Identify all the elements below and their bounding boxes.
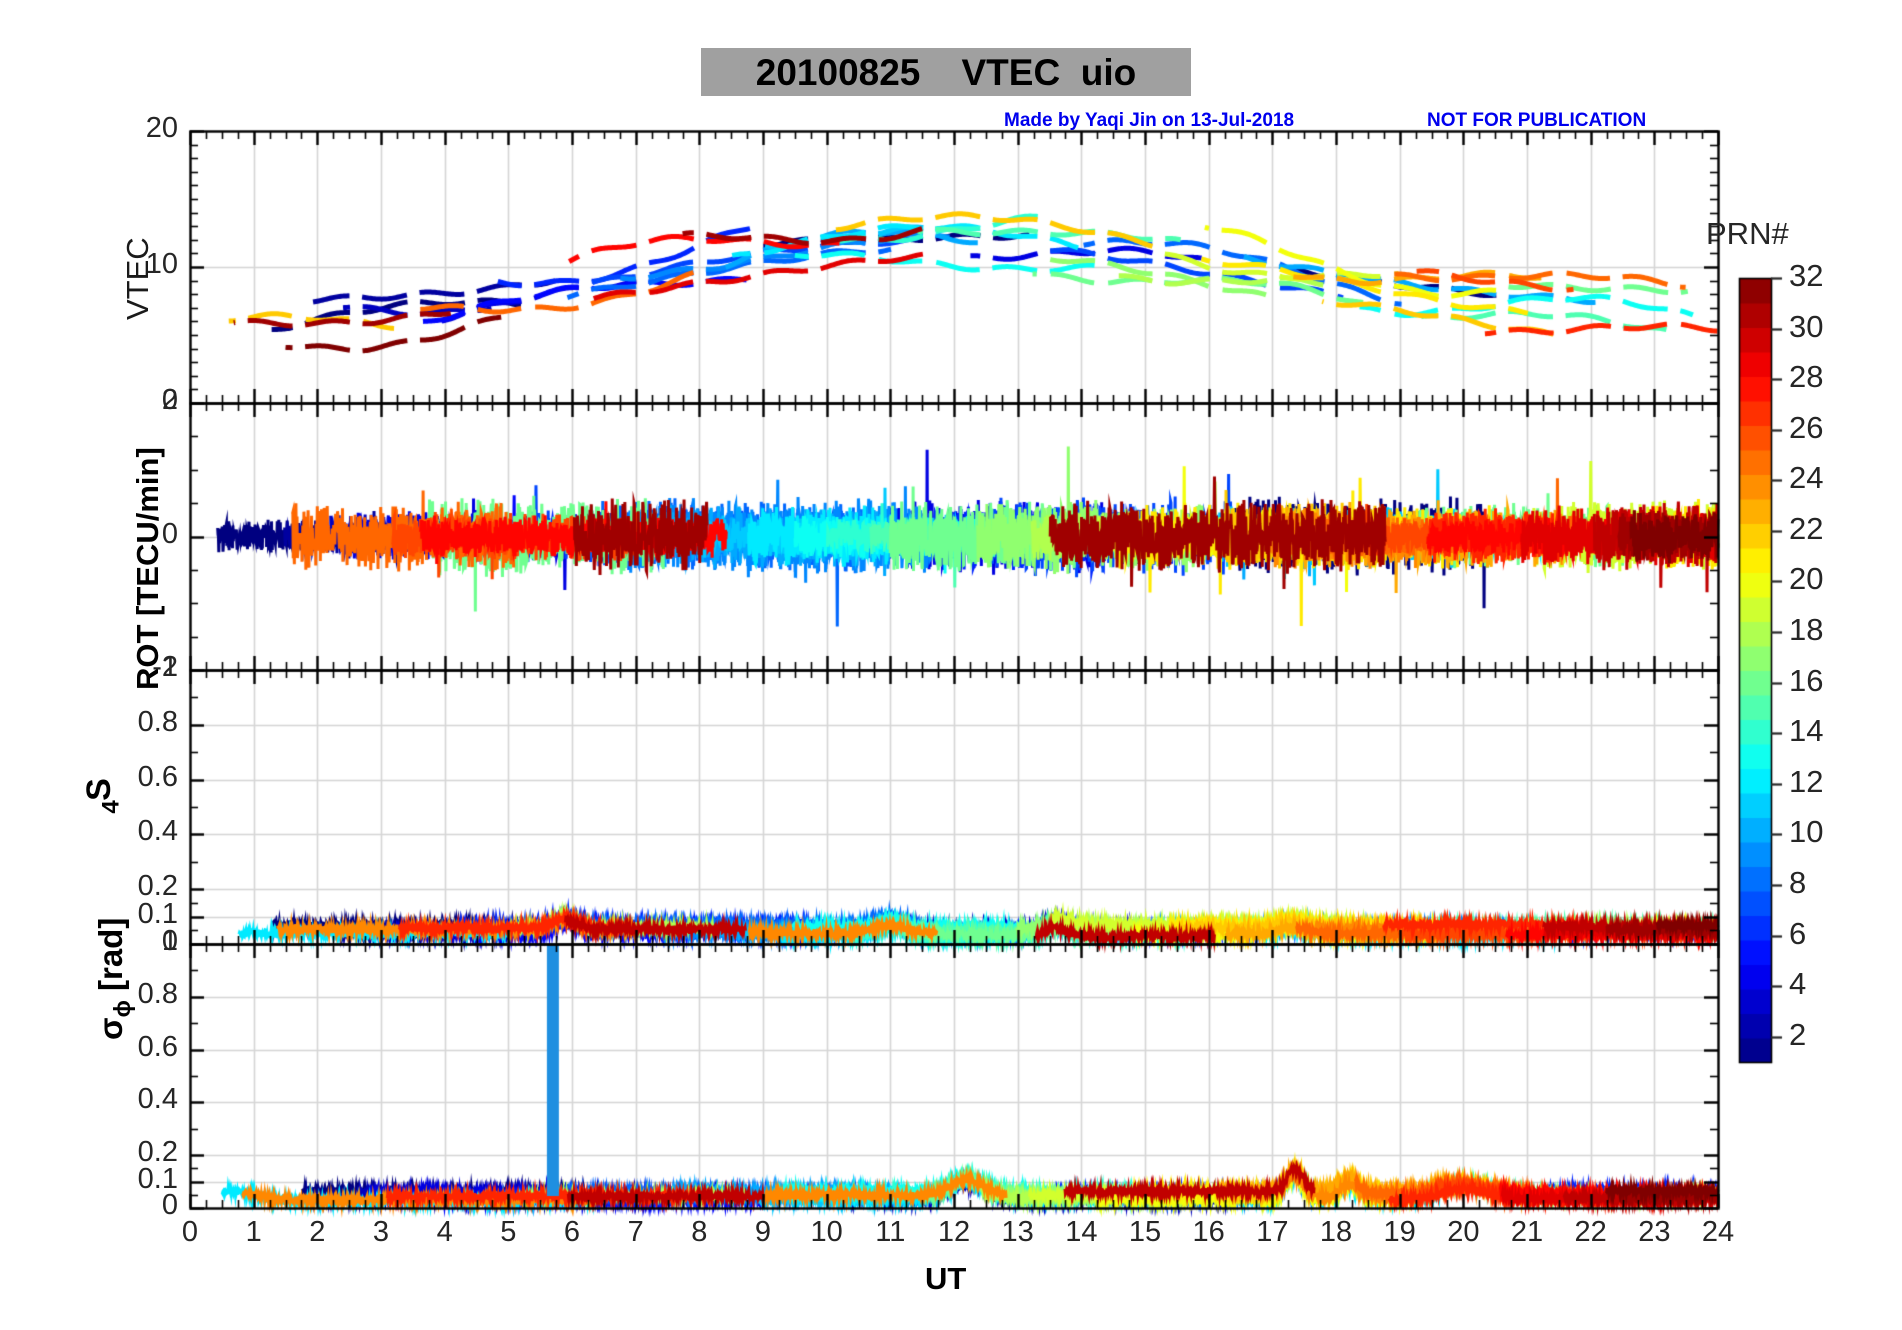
colorbar-tick-8: 8 — [1789, 864, 1807, 900]
ytick-s4-1: 1 — [161, 651, 178, 683]
colorbar-tick-28: 28 — [1789, 359, 1824, 395]
ytick-vtec-0: 0 — [161, 384, 178, 416]
ytick-rot-neg2: -2 — [152, 651, 178, 683]
ylabel-s4-sub: 4 — [97, 800, 125, 814]
xtick-label-22: 22 — [1574, 1216, 1607, 1248]
ytick-rot-0: 0 — [161, 517, 178, 550]
xtick-label-10: 10 — [810, 1216, 843, 1248]
xtick-label-23: 23 — [1638, 1216, 1671, 1248]
ytick-sigma_phi-0p1: 0.1 — [137, 1162, 178, 1195]
colorbar-tick-6: 6 — [1789, 915, 1807, 951]
xtick-label-21: 21 — [1510, 1216, 1544, 1248]
xtick-label-17: 17 — [1256, 1216, 1289, 1248]
xtick-label-1: 1 — [245, 1216, 262, 1248]
ytick-s4-0p4: 0.4 — [137, 815, 178, 848]
ytick-s4-0p6: 0.6 — [137, 760, 178, 793]
xtick-label-12: 12 — [937, 1216, 971, 1248]
ytick-s4-0p8: 0.8 — [137, 705, 178, 738]
xtick-label-5: 5 — [500, 1216, 517, 1248]
xtick-label-8: 8 — [691, 1216, 708, 1248]
colorbar-tick-10: 10 — [1789, 814, 1824, 850]
ytick-sigma_phi-0p4: 0.4 — [137, 1083, 178, 1116]
ytick-sigma_phi-0p8: 0.8 — [137, 977, 178, 1010]
xtick-label-20: 20 — [1447, 1216, 1480, 1248]
xtick-label-15: 15 — [1128, 1216, 1162, 1248]
xtick-label-3: 3 — [372, 1216, 390, 1248]
colorbar-tick-24: 24 — [1789, 460, 1824, 496]
xlabel-ut: UT — [925, 1261, 967, 1296]
colorbar-tick-30: 30 — [1789, 308, 1824, 344]
colorbar-tick-4: 4 — [1789, 966, 1807, 1002]
xtick-label-4: 4 — [436, 1216, 453, 1248]
xtick-label-7: 7 — [627, 1216, 644, 1248]
colorbar-tick-12: 12 — [1789, 763, 1824, 799]
ytick-s4-0p2: 0.2 — [137, 870, 178, 903]
colorbar-tick-18: 18 — [1789, 612, 1824, 648]
xtick-label-13: 13 — [1001, 1216, 1034, 1248]
ytick-sigma_phi-0p2: 0.2 — [137, 1136, 178, 1169]
ytick-sigma_phi-0p6: 0.6 — [137, 1030, 178, 1063]
xtick-label-6: 6 — [563, 1216, 581, 1248]
xtick-label-14: 14 — [1065, 1216, 1098, 1248]
xtick-label-9: 9 — [754, 1216, 772, 1248]
colorbar-tick-20: 20 — [1789, 561, 1824, 597]
ytick-s4-0p1: 0.1 — [137, 897, 178, 930]
ytick-sigma_phi-1: 1 — [161, 925, 178, 957]
ytick-sigma_phi-0: 0 — [161, 1189, 178, 1221]
xtick-label-18: 18 — [1319, 1216, 1353, 1248]
colorbar-tick-32: 32 — [1789, 258, 1824, 293]
colorbar-tick-26: 26 — [1789, 409, 1824, 445]
ytick-s4-0: 0 — [161, 925, 178, 957]
colorbar-tick-2: 2 — [1789, 1016, 1807, 1052]
xtick-label-24: 24 — [1701, 1216, 1735, 1248]
xtick-label-16: 16 — [1192, 1216, 1225, 1248]
xtick-label-2: 2 — [309, 1216, 326, 1248]
ytick-vtec-20: 20 — [145, 112, 178, 144]
xtick-label-19: 19 — [1383, 1216, 1416, 1248]
colorbar-tick-14: 14 — [1789, 713, 1824, 749]
ytick-vtec-10: 10 — [145, 248, 178, 280]
colorbar-tick-16: 16 — [1789, 662, 1824, 698]
xtick-label-11: 11 — [875, 1216, 906, 1248]
xtick-label-0: 0 — [181, 1216, 199, 1248]
colorbar-tick-22: 22 — [1789, 510, 1824, 546]
colorbar-title: PRN# — [1706, 216, 1789, 251]
ytick-rot-2: 2 — [161, 384, 178, 416]
